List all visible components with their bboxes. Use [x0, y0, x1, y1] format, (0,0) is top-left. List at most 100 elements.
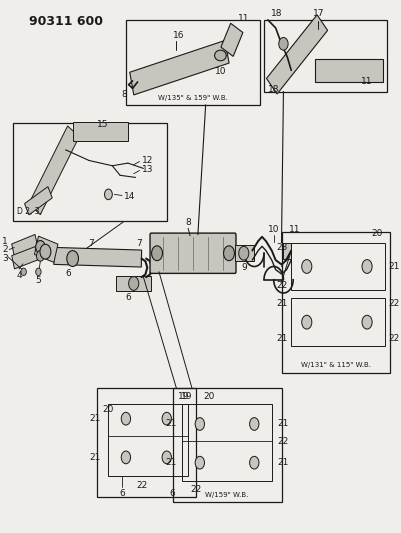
Text: 11: 11: [289, 224, 300, 233]
Polygon shape: [234, 245, 254, 261]
Text: 21: 21: [275, 299, 287, 308]
Text: 9: 9: [240, 263, 246, 272]
Ellipse shape: [214, 50, 226, 61]
Bar: [281, 232, 389, 373]
Circle shape: [361, 260, 371, 273]
Text: 21: 21: [165, 419, 176, 429]
Circle shape: [67, 251, 78, 266]
Polygon shape: [221, 23, 242, 56]
Text: 22: 22: [387, 334, 399, 343]
Text: 22: 22: [277, 437, 288, 446]
Text: D 2, 3,: D 2, 3,: [17, 207, 42, 216]
Polygon shape: [73, 122, 128, 141]
Polygon shape: [12, 247, 38, 269]
Circle shape: [249, 456, 258, 469]
Text: 5: 5: [35, 276, 41, 285]
Text: 6: 6: [65, 269, 71, 278]
Text: 21: 21: [89, 453, 100, 462]
Text: 21: 21: [165, 458, 176, 467]
Text: 8: 8: [121, 91, 127, 100]
Circle shape: [223, 246, 234, 261]
Polygon shape: [34, 236, 58, 262]
Circle shape: [162, 413, 171, 425]
Text: 21: 21: [277, 458, 288, 467]
Text: 7: 7: [88, 239, 93, 248]
Text: 6: 6: [125, 293, 130, 302]
Text: 1: 1: [2, 237, 8, 246]
Text: W/131" & 115" W.B.: W/131" & 115" W.B.: [300, 362, 370, 368]
Text: 22: 22: [275, 280, 287, 289]
Text: 4: 4: [16, 271, 22, 280]
Bar: [263, 20, 385, 92]
Text: 21: 21: [275, 334, 287, 343]
Text: 21: 21: [387, 262, 399, 271]
Bar: [172, 389, 281, 503]
Text: 16: 16: [172, 30, 184, 39]
Text: 20: 20: [203, 392, 215, 401]
Polygon shape: [283, 243, 290, 259]
Bar: [290, 298, 384, 346]
Text: 7: 7: [136, 239, 142, 248]
Circle shape: [121, 413, 130, 425]
Bar: [126, 20, 259, 105]
Circle shape: [238, 246, 248, 260]
Circle shape: [301, 316, 311, 329]
FancyBboxPatch shape: [150, 233, 235, 273]
Polygon shape: [24, 187, 52, 215]
Text: 18: 18: [270, 10, 282, 18]
Polygon shape: [266, 15, 327, 94]
Circle shape: [162, 451, 171, 464]
Text: 10: 10: [214, 67, 226, 76]
Text: 11: 11: [360, 77, 372, 86]
Text: 11: 11: [237, 14, 249, 22]
Bar: [108, 405, 188, 476]
Circle shape: [361, 316, 371, 329]
Circle shape: [249, 418, 258, 430]
Polygon shape: [314, 59, 382, 82]
Text: 18: 18: [267, 85, 279, 94]
Text: 17: 17: [312, 10, 323, 18]
Circle shape: [104, 189, 112, 200]
Text: 22: 22: [387, 299, 399, 308]
Text: 23: 23: [275, 244, 287, 253]
Circle shape: [40, 244, 51, 259]
Text: 19: 19: [178, 392, 189, 401]
Text: 3: 3: [2, 254, 8, 263]
Circle shape: [21, 268, 26, 276]
Polygon shape: [54, 247, 141, 267]
Bar: [182, 405, 271, 481]
Text: W/135" & 159" W.B.: W/135" & 159" W.B.: [158, 94, 227, 101]
Circle shape: [128, 277, 138, 290]
Text: 6: 6: [119, 489, 125, 498]
Polygon shape: [28, 126, 79, 215]
Circle shape: [301, 260, 311, 273]
Text: 8: 8: [185, 218, 190, 227]
Text: 19: 19: [180, 392, 192, 401]
Circle shape: [36, 268, 41, 276]
Text: 6: 6: [169, 489, 175, 498]
Text: 10: 10: [267, 224, 279, 233]
Text: 90311 600: 90311 600: [28, 14, 102, 28]
Text: 15: 15: [97, 119, 108, 128]
Text: 20: 20: [371, 229, 382, 238]
Circle shape: [36, 240, 45, 253]
Circle shape: [121, 451, 130, 464]
Bar: [97, 389, 195, 497]
Polygon shape: [12, 235, 38, 257]
Polygon shape: [130, 41, 229, 95]
Circle shape: [194, 418, 204, 430]
Text: 14: 14: [124, 192, 135, 201]
Text: 21: 21: [277, 419, 288, 429]
Text: 20: 20: [102, 405, 113, 414]
Circle shape: [194, 456, 204, 469]
Text: 22: 22: [136, 481, 148, 490]
Text: 13: 13: [141, 165, 153, 174]
Bar: [13, 123, 166, 221]
Circle shape: [278, 37, 288, 50]
Text: 2: 2: [2, 245, 8, 254]
Polygon shape: [116, 276, 151, 291]
Circle shape: [36, 251, 44, 261]
Bar: [290, 243, 384, 290]
Text: 12: 12: [141, 156, 152, 165]
Text: 22: 22: [190, 484, 201, 494]
